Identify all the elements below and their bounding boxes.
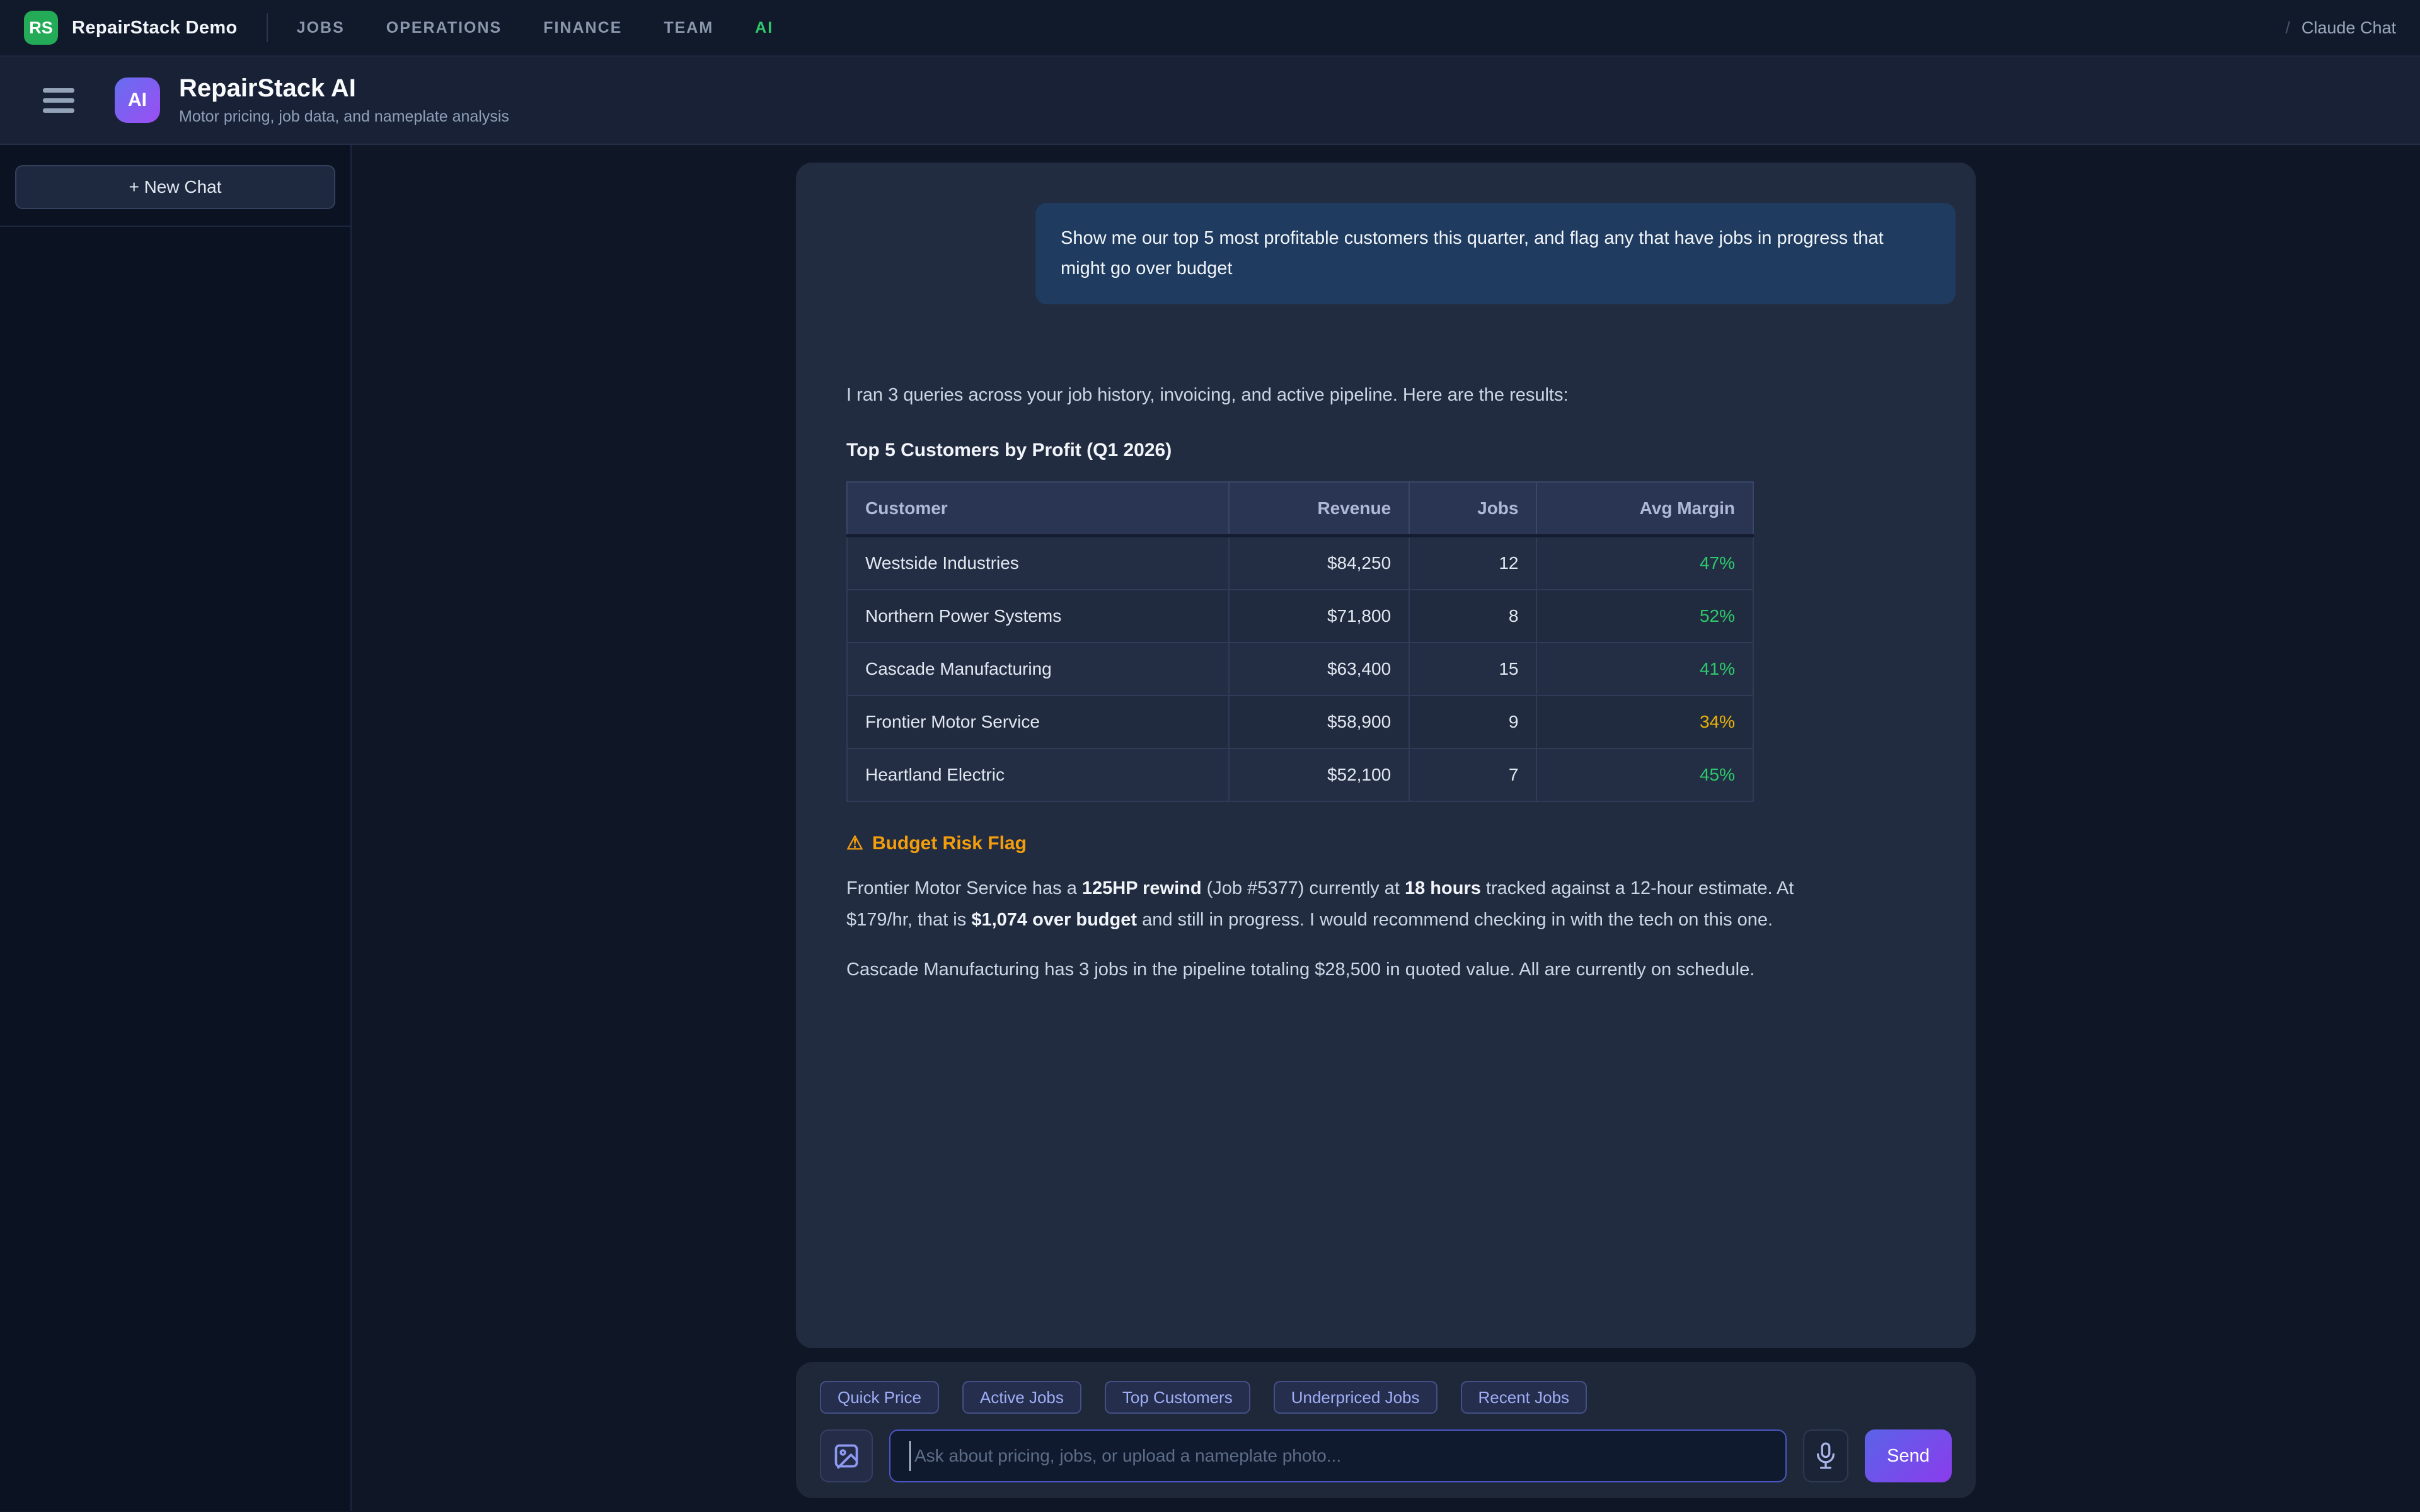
- cell-revenue: $63,400: [1228, 642, 1410, 697]
- assistant-message: I ran 3 queries across your job history,…: [846, 380, 1829, 985]
- composer: Quick Price Active Jobs Top Customers Under…: [796, 1362, 1976, 1498]
- chip-recent-jobs[interactable]: Recent Jobs: [1460, 1381, 1587, 1414]
- cell-revenue: $52,100: [1228, 748, 1410, 803]
- ai-badge-text: AI: [128, 89, 147, 110]
- risk-paragraph-2: Cascade Manufacturing has 3 jobs in the …: [846, 959, 1755, 980]
- table-header-customer: Customer: [846, 481, 1230, 537]
- cell-customer: Frontier Motor Service: [846, 695, 1230, 750]
- cell-revenue: $84,250: [1228, 535, 1410, 591]
- table-header-revenue: Revenue: [1228, 481, 1410, 537]
- hamburger-menu-icon[interactable]: [39, 84, 78, 117]
- app-logo[interactable]: RS: [24, 11, 58, 45]
- chip-active-jobs[interactable]: Active Jobs: [962, 1381, 1081, 1414]
- risk-bold-text: 125HP rewind: [1081, 878, 1202, 899]
- table-title: Top 5 Customers by Profit (Q1 2026): [846, 440, 1172, 461]
- cell-customer: Heartland Electric: [846, 748, 1230, 803]
- cell-revenue: $71,800: [1228, 589, 1410, 644]
- table-header-avg-margin: Avg Margin: [1536, 481, 1754, 537]
- breadcrumb-separator: /: [2285, 18, 2290, 37]
- budget-risk-heading-text: Budget Risk Flag: [872, 833, 1027, 854]
- budget-risk-heading: ⚠ Budget Risk Flag: [846, 832, 1829, 854]
- ai-badge: AI: [115, 77, 160, 123]
- image-icon: [834, 1444, 858, 1469]
- cell-customer: Cascade Manufacturing: [846, 642, 1230, 697]
- risk-bold-text: 18 hours: [1404, 878, 1481, 899]
- nav-items: JOBS OPERATIONS FINANCE TEAM AI: [297, 19, 773, 37]
- nav-item-team[interactable]: TEAM: [664, 18, 714, 37]
- risk-bold-text: $1,074 over budget: [971, 909, 1138, 930]
- risk-text: and still in progress. I would recommend…: [1137, 909, 1773, 930]
- breadcrumb: / Claude Chat: [2285, 18, 2396, 38]
- table-header-jobs: Jobs: [1409, 481, 1538, 537]
- cell-margin: 41%: [1536, 642, 1754, 697]
- quick-action-chips: Quick Price Active Jobs Top Customers Under…: [820, 1381, 1952, 1414]
- nav-item-jobs[interactable]: JOBS: [296, 18, 345, 37]
- breadcrumb-current: Claude Chat: [2301, 18, 2396, 37]
- input-row: Send: [820, 1429, 1952, 1482]
- message-input[interactable]: [889, 1429, 1787, 1482]
- table-row: Frontier Motor Service $58,900 9 34%: [846, 695, 1754, 750]
- risk-text: tracked against a 12-hour estimate. At $…: [846, 878, 1794, 930]
- sidebar: + New Chat: [0, 145, 352, 1511]
- cell-customer: Westside Industries: [846, 535, 1230, 591]
- table-row: Heartland Electric $52,100 7 45%: [846, 748, 1754, 803]
- message-input-wrap: [889, 1429, 1787, 1482]
- nav-item-operations[interactable]: OPERATIONS: [386, 18, 502, 37]
- cell-margin: 34%: [1536, 695, 1754, 750]
- new-chat-button[interactable]: + New Chat: [15, 165, 335, 209]
- sidebar-divider: [0, 226, 350, 227]
- text-caret: [909, 1441, 911, 1471]
- page-header: AI RepairStack AI Motor pricing, job dat…: [0, 57, 2420, 145]
- cell-jobs: 9: [1409, 695, 1538, 750]
- table-row: Northern Power Systems $71,800 8 52%: [846, 589, 1754, 644]
- layout: + New Chat Show me our top 5 most profit…: [0, 145, 2420, 1511]
- cell-margin: 45%: [1536, 748, 1754, 803]
- table-row: Westside Industries $84,250 12 47%: [846, 535, 1754, 591]
- risk-paragraph-1: Frontier Motor Service has a 125HP rewin…: [846, 873, 1829, 936]
- chat-card: Show me our top 5 most profitable custom…: [796, 163, 1976, 1348]
- assistant-intro-text: I ran 3 queries across your job history,…: [846, 385, 1569, 406]
- cell-customer: Northern Power Systems: [846, 589, 1230, 644]
- brand-name[interactable]: RepairStack Demo: [72, 17, 238, 38]
- risk-text: Frontier Motor Service has a: [846, 878, 1082, 899]
- chip-underpriced-jobs[interactable]: Underpriced Jobs: [1273, 1381, 1438, 1414]
- microphone-button[interactable]: [1803, 1429, 1848, 1482]
- cell-jobs: 8: [1409, 589, 1538, 644]
- nav-item-ai[interactable]: AI: [755, 18, 774, 37]
- upload-image-button[interactable]: [820, 1429, 873, 1482]
- cell-revenue: $58,900: [1228, 695, 1410, 750]
- nav-item-finance[interactable]: FINANCE: [543, 18, 623, 37]
- warning-icon: ⚠: [846, 833, 863, 854]
- cell-jobs: 7: [1409, 748, 1538, 803]
- chip-quick-price[interactable]: Quick Price: [820, 1381, 939, 1414]
- table-body: Westside Industries $84,250 12 47% Northern …: [846, 535, 1754, 803]
- top-nav: RS RepairStack Demo JOBS OPERATIONS FINANC…: [0, 0, 2420, 57]
- microphone-icon: [1817, 1442, 1835, 1469]
- table-header-row: Customer Revenue Jobs Avg Margin: [846, 481, 1754, 537]
- nav-divider: [266, 13, 268, 42]
- send-button[interactable]: Send: [1865, 1429, 1952, 1482]
- page-subtitle: Motor pricing, job data, and nameplate a…: [179, 108, 509, 125]
- header-text: RepairStack AI Motor pricing, job data, …: [179, 74, 509, 126]
- cell-jobs: 15: [1409, 642, 1538, 697]
- app-logo-text: RS: [29, 18, 53, 37]
- risk-text: (Job #5377) currently at: [1201, 878, 1405, 899]
- cell-jobs: 12: [1409, 535, 1538, 591]
- cell-margin: 52%: [1536, 589, 1754, 644]
- user-message-bubble: Show me our top 5 most profitable custom…: [1035, 203, 1956, 305]
- cell-margin: 47%: [1536, 535, 1754, 591]
- main-area: Show me our top 5 most profitable custom…: [352, 145, 2420, 1511]
- table-row: Cascade Manufacturing $63,400 15 41%: [846, 642, 1754, 697]
- page-title: RepairStack AI: [179, 74, 356, 102]
- chip-top-customers[interactable]: Top Customers: [1104, 1381, 1250, 1414]
- top-customers-table: Customer Revenue Jobs Avg Margin Westside I…: [846, 481, 1754, 803]
